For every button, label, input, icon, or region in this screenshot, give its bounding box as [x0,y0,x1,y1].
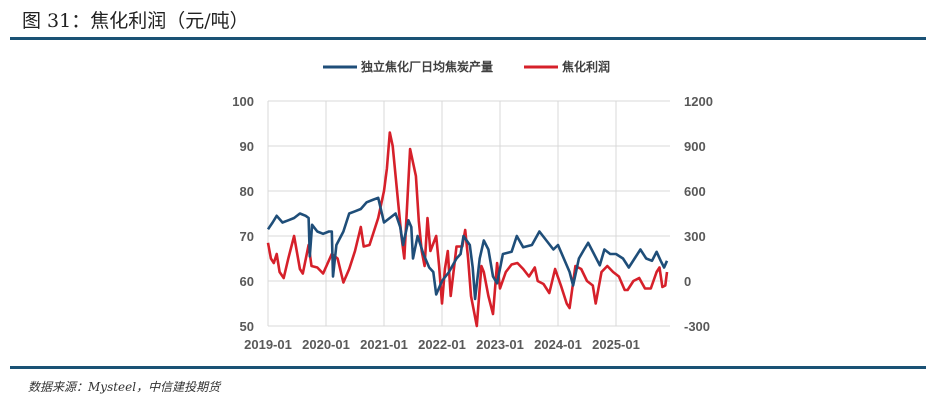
x-tick-label: 2025-01 [592,337,640,352]
title-rule [10,37,926,40]
y-right-tick-label: 0 [684,274,691,289]
figure-title: 图 31：焦化利润（元/吨） [22,10,249,32]
y-right-tick-label: 1200 [684,94,713,109]
y-left-tick-label: 50 [240,319,254,334]
y-left-tick-label: 70 [240,229,254,244]
x-tick-label: 2024-01 [534,337,582,352]
x-tick-label: 2021-01 [360,337,408,352]
legend-label-production: 独立焦化厂日均焦炭产量 [360,59,493,74]
source-note: 数据来源：Mysteel，中信建投期货 [28,380,221,394]
y-right-tick-label: 900 [684,139,706,154]
y-right-tick-label: 300 [684,229,706,244]
y-left-tick-label: 100 [232,94,254,109]
y-right-tick-label: 600 [684,184,706,199]
y-right-tick-label: -300 [684,319,710,334]
y-left-tick-label: 90 [240,139,254,154]
x-tick-label: 2019-01 [244,337,292,352]
footer-rule [10,366,926,369]
production-line [266,196,669,301]
x-tick-label: 2023-01 [476,337,524,352]
x-tick-label: 2020-01 [302,337,350,352]
y-left-tick-label: 80 [240,184,254,199]
legend: 独立焦化厂日均焦炭产量 焦化利润 [323,59,610,74]
profit-line [266,131,669,328]
legend-label-profit: 焦化利润 [561,59,610,74]
x-tick-label: 2022-01 [418,337,466,352]
y-left-tick-label: 60 [240,274,254,289]
